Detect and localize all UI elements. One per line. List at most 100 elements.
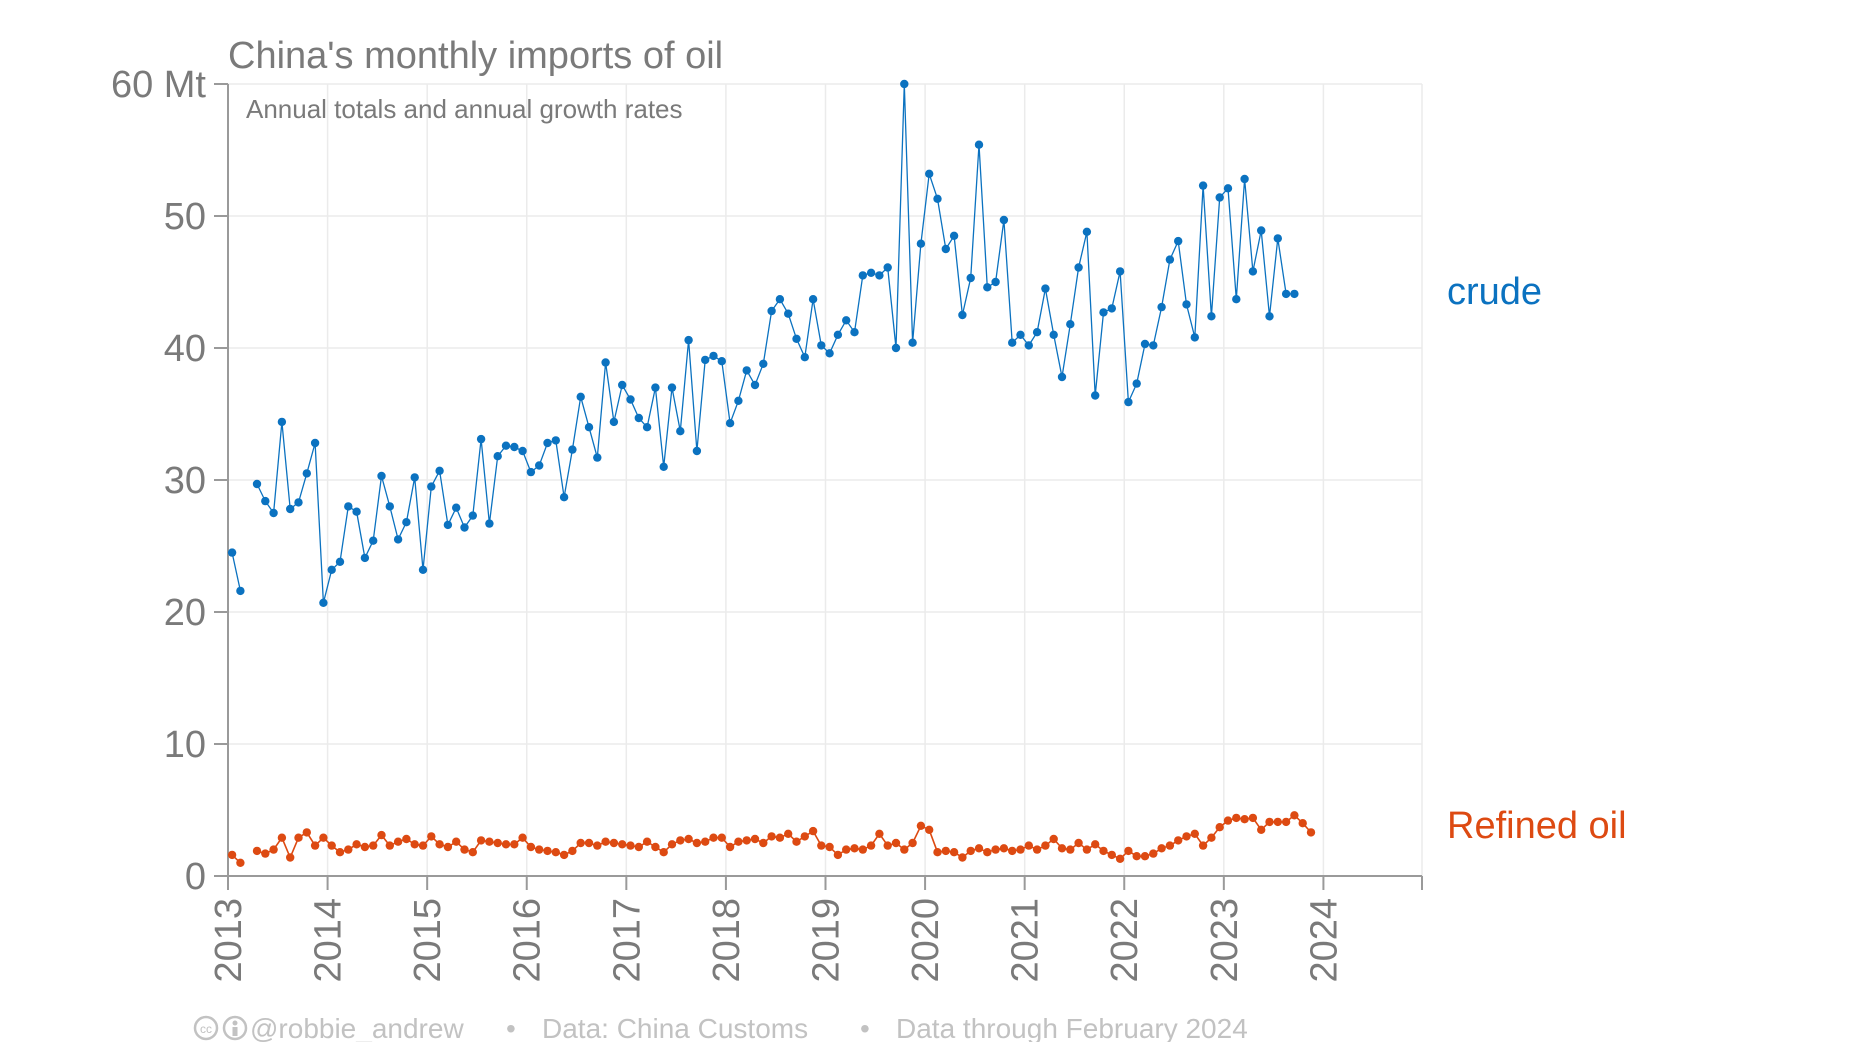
data-point[interactable]: [377, 830, 386, 840]
data-point[interactable]: [609, 838, 619, 848]
data-point[interactable]: [1182, 832, 1191, 841]
data-point[interactable]: [933, 194, 942, 203]
data-point[interactable]: [551, 848, 560, 857]
data-point[interactable]: [385, 841, 394, 850]
data-point[interactable]: [808, 826, 818, 836]
data-point[interactable]: [476, 836, 486, 845]
data-point[interactable]: [252, 846, 262, 856]
data-point[interactable]: [983, 283, 992, 292]
data-point[interactable]: [1041, 841, 1050, 850]
data-point[interactable]: [1281, 817, 1291, 827]
data-point[interactable]: [294, 498, 303, 507]
data-point[interactable]: [535, 845, 544, 854]
data-point[interactable]: [344, 502, 353, 511]
data-point[interactable]: [352, 840, 361, 849]
data-point[interactable]: [858, 271, 867, 280]
data-point[interactable]: [1024, 841, 1034, 850]
data-point[interactable]: [866, 841, 876, 850]
data-point[interactable]: [1082, 845, 1092, 854]
data-point[interactable]: [1074, 838, 1083, 848]
data-point[interactable]: [676, 836, 685, 845]
data-point[interactable]: [1215, 193, 1224, 202]
data-point[interactable]: [709, 351, 718, 361]
cc-license-icon[interactable]: cc: [193, 1015, 219, 1041]
data-point[interactable]: [717, 833, 726, 842]
data-point[interactable]: [1257, 226, 1266, 235]
data-point[interactable]: [518, 833, 527, 842]
data-point[interactable]: [792, 837, 801, 846]
data-point[interactable]: [435, 466, 444, 475]
data-point[interactable]: [452, 837, 461, 846]
data-point[interactable]: [842, 316, 851, 325]
data-point[interactable]: [1223, 184, 1233, 193]
data-point[interactable]: [418, 565, 428, 574]
data-point[interactable]: [1232, 295, 1241, 304]
data-point[interactable]: [1174, 836, 1183, 845]
data-point[interactable]: [385, 502, 394, 511]
data-point[interactable]: [725, 419, 735, 428]
data-point[interactable]: [618, 840, 627, 849]
data-point[interactable]: [360, 553, 370, 563]
data-point[interactable]: [310, 841, 320, 850]
data-point[interactable]: [684, 335, 693, 345]
data-point[interactable]: [402, 834, 411, 844]
data-point[interactable]: [983, 848, 992, 857]
data-point[interactable]: [1115, 267, 1125, 276]
data-point[interactable]: [833, 330, 843, 339]
data-point[interactable]: [1248, 267, 1258, 276]
data-point[interactable]: [1124, 397, 1133, 407]
data-point[interactable]: [1066, 845, 1075, 854]
data-point[interactable]: [493, 838, 502, 848]
data-point[interactable]: [1281, 289, 1291, 299]
data-point[interactable]: [344, 845, 353, 854]
data-point[interactable]: [999, 844, 1009, 853]
data-point[interactable]: [750, 834, 760, 844]
data-point[interactable]: [227, 548, 237, 557]
data-point[interactable]: [252, 479, 262, 489]
data-point[interactable]: [1016, 845, 1025, 854]
data-point[interactable]: [294, 833, 303, 842]
data-point[interactable]: [808, 295, 818, 304]
data-point[interactable]: [427, 832, 436, 841]
data-point[interactable]: [734, 837, 743, 846]
data-point[interactable]: [618, 380, 627, 390]
data-point[interactable]: [568, 445, 577, 454]
data-point[interactable]: [526, 467, 536, 477]
data-point[interactable]: [692, 838, 702, 848]
data-point[interactable]: [742, 836, 751, 845]
data-point[interactable]: [327, 841, 336, 850]
data-point[interactable]: [1198, 181, 1208, 190]
data-point[interactable]: [1049, 834, 1058, 844]
data-point[interactable]: [1032, 845, 1042, 854]
data-point[interactable]: [1190, 333, 1200, 342]
data-point[interactable]: [1290, 289, 1299, 299]
data-point[interactable]: [510, 840, 519, 849]
data-point[interactable]: [642, 837, 652, 846]
data-point[interactable]: [1149, 849, 1158, 858]
data-point[interactable]: [1091, 840, 1100, 849]
data-point[interactable]: [817, 841, 826, 850]
data-point[interactable]: [518, 446, 527, 456]
data-point[interactable]: [286, 504, 295, 514]
data-point[interactable]: [701, 355, 710, 365]
data-point[interactable]: [659, 462, 668, 471]
data-point[interactable]: [468, 848, 477, 857]
data-point[interactable]: [593, 453, 602, 462]
data-point[interactable]: [543, 846, 552, 856]
data-point[interactable]: [551, 436, 560, 445]
data-point[interactable]: [443, 520, 453, 530]
data-point[interactable]: [1091, 391, 1100, 400]
data-point[interactable]: [891, 838, 901, 848]
data-point[interactable]: [858, 845, 867, 854]
by-attribution-icon[interactable]: [222, 1015, 248, 1041]
data-point[interactable]: [261, 849, 270, 858]
data-point[interactable]: [576, 392, 585, 401]
data-point[interactable]: [269, 845, 278, 854]
data-point[interactable]: [1165, 255, 1175, 264]
data-point[interactable]: [974, 140, 984, 149]
data-point[interactable]: [335, 557, 345, 566]
data-point[interactable]: [999, 215, 1009, 225]
data-point[interactable]: [908, 838, 917, 848]
data-point[interactable]: [435, 840, 444, 849]
data-point[interactable]: [493, 452, 502, 461]
